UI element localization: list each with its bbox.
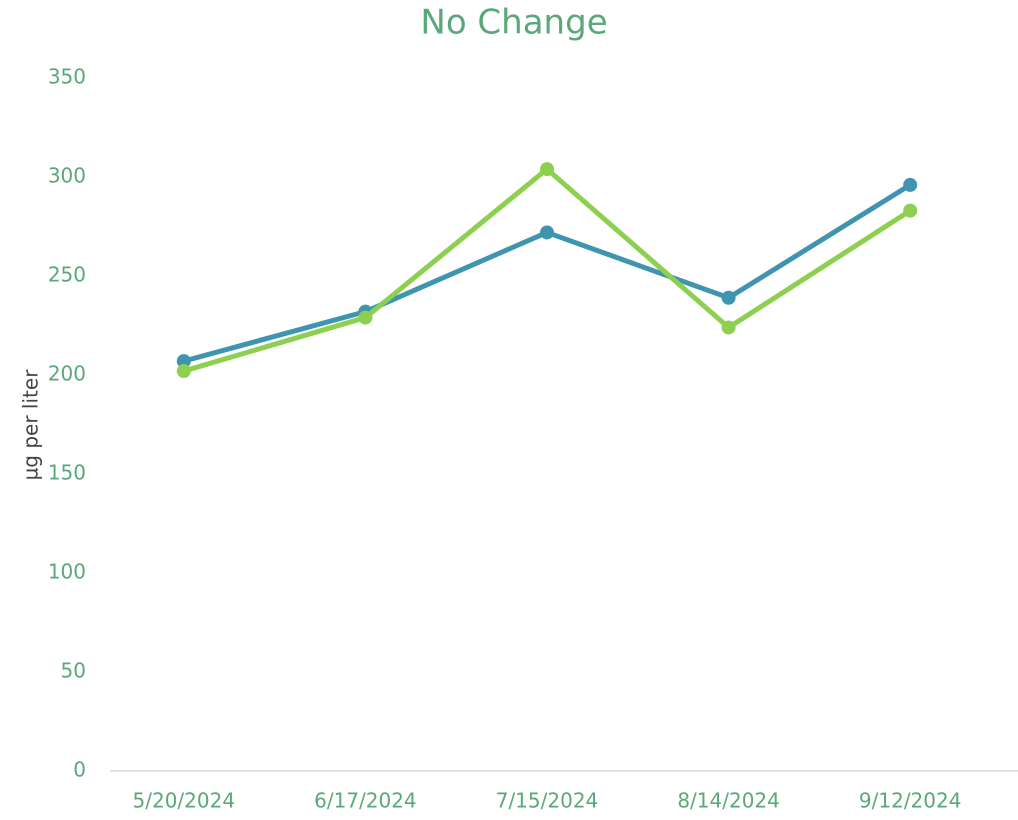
data-point bbox=[176, 364, 191, 379]
y-axis-label: µg per liter bbox=[19, 369, 43, 481]
data-point bbox=[721, 320, 736, 335]
y-tick-label: 300 bbox=[48, 164, 86, 188]
x-tick-label: 5/20/2024 bbox=[133, 789, 236, 813]
y-tick-label: 150 bbox=[48, 461, 86, 485]
series-line bbox=[183, 182, 912, 364]
chart-title: No Change bbox=[420, 3, 607, 43]
x-tick-label: 8/14/2024 bbox=[677, 789, 780, 813]
series-line bbox=[183, 166, 912, 374]
data-point bbox=[358, 310, 373, 325]
data-point bbox=[540, 225, 554, 240]
x-tick-label: 7/15/2024 bbox=[496, 789, 599, 813]
y-tick-label: 350 bbox=[48, 65, 86, 89]
x-tick-label: 6/17/2024 bbox=[314, 789, 417, 813]
data-point bbox=[176, 354, 191, 369]
y-tick-label: 50 bbox=[61, 659, 86, 683]
y-tick-label: 0 bbox=[73, 758, 86, 782]
data-point bbox=[721, 290, 736, 305]
y-tick-label: 200 bbox=[48, 362, 86, 386]
data-point bbox=[903, 203, 918, 218]
x-tick-label: 9/12/2024 bbox=[859, 789, 962, 813]
data-point bbox=[903, 177, 918, 192]
data-point bbox=[540, 162, 554, 177]
y-tick-label: 250 bbox=[48, 263, 86, 287]
y-tick-label: 100 bbox=[48, 560, 86, 584]
